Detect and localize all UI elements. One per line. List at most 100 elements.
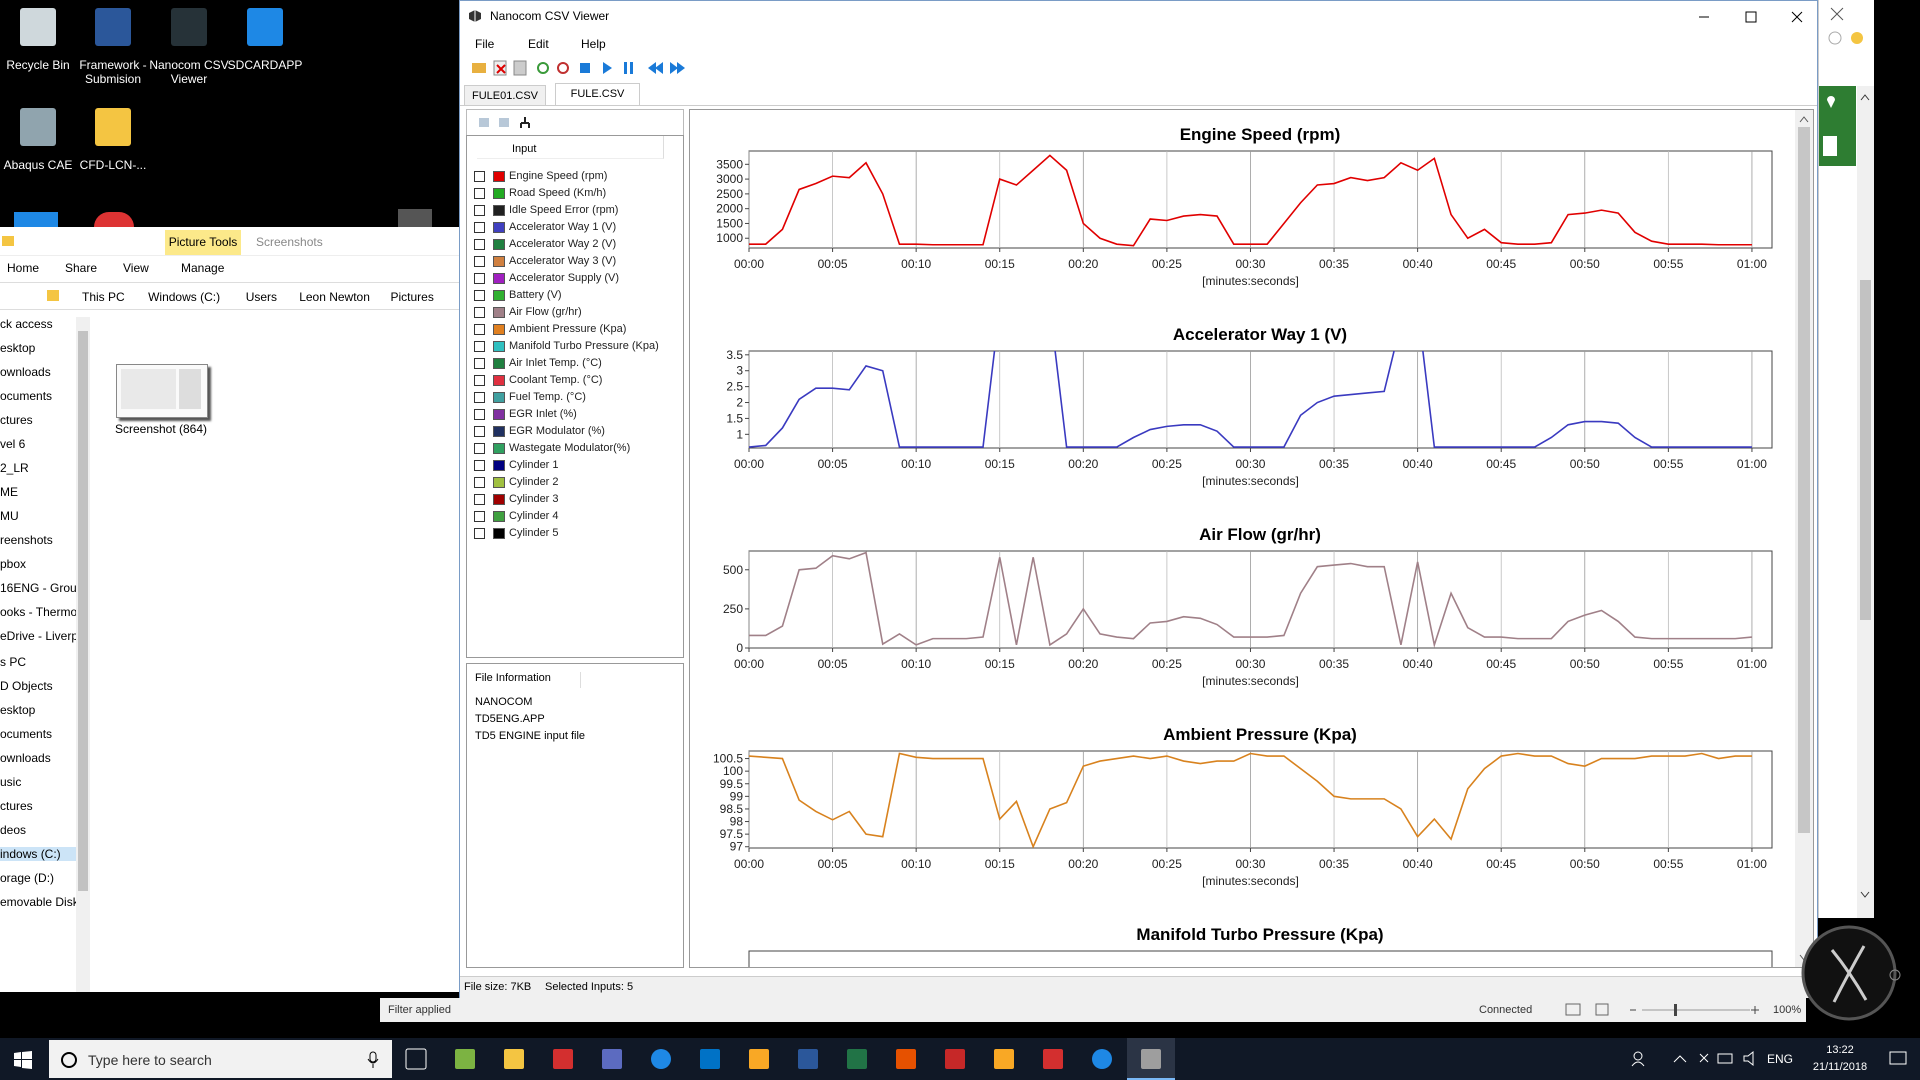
nav-item[interactable]: s PC [0, 655, 27, 669]
breadcrumb-item[interactable]: Leon Newton [299, 290, 370, 304]
taskbar-app[interactable] [896, 1049, 916, 1069]
view-button[interactable] [1595, 1003, 1609, 1016]
nav-item[interactable]: MU [0, 509, 19, 523]
checkbox[interactable] [474, 375, 485, 386]
taskbar-app[interactable] [1092, 1049, 1112, 1069]
taskbar-app[interactable] [798, 1049, 818, 1069]
desktop-icon-image[interactable] [171, 8, 207, 46]
menu-item[interactable]: Edit [528, 37, 549, 51]
input-row[interactable]: EGR Inlet (%) [474, 407, 674, 424]
input-row[interactable]: Road Speed (Km/h) [474, 186, 674, 203]
desktop-icon-label[interactable]: Nanocom CSV Viewer [149, 58, 229, 86]
taskbar-app[interactable] [945, 1049, 965, 1069]
input-row[interactable]: EGR Modulator (%) [474, 424, 674, 441]
input-row[interactable]: Fuel Temp. (°C) [474, 390, 674, 407]
input-row[interactable]: Idle Speed Error (rpm) [474, 203, 674, 220]
nav-item[interactable]: ownloads [0, 751, 51, 765]
desktop-icon-label[interactable]: SDCARDAPP [227, 58, 303, 72]
search-box[interactable]: Type here to search [49, 1040, 392, 1078]
tool-icon[interactable] [479, 118, 489, 127]
input-row[interactable]: Accelerator Way 2 (V) [474, 237, 674, 254]
desktop-icon-label[interactable]: Recycle Bin [6, 58, 70, 72]
nav-item[interactable]: 16ENG - Grou [0, 581, 76, 595]
notifications[interactable] [1888, 1050, 1908, 1068]
start-button[interactable] [14, 1051, 32, 1069]
input-row[interactable]: Cylinder 1 [474, 458, 674, 475]
nav-item[interactable]: deos [0, 823, 27, 837]
zoom-in-button[interactable] [537, 62, 549, 74]
checkbox[interactable] [474, 358, 485, 369]
breadcrumb-item[interactable]: Users [245, 290, 278, 304]
checkbox[interactable] [474, 273, 485, 284]
input-row[interactable]: Coolant Temp. (°C) [474, 373, 674, 390]
input-row[interactable]: Air Inlet Temp. (°C) [474, 356, 674, 373]
nav-item[interactable]: ownloads [0, 365, 51, 379]
desktop-icon-label[interactable]: CFD-LCN-... [79, 158, 147, 172]
scroll-thumb[interactable] [1798, 127, 1810, 833]
open-button[interactable] [472, 63, 486, 73]
checkbox[interactable] [474, 188, 485, 199]
checkbox[interactable] [474, 494, 485, 505]
ribbon-tab[interactable]: Home [7, 261, 40, 275]
checkbox[interactable] [474, 324, 485, 335]
input-row[interactable]: Accelerator Way 1 (V) [474, 220, 674, 237]
checkbox[interactable] [474, 256, 485, 267]
clock-time[interactable]: 13:22 [1826, 1044, 1854, 1056]
checkbox[interactable] [474, 460, 485, 471]
checkbox[interactable] [474, 341, 485, 352]
input-row[interactable]: Air Flow (gr/hr) [474, 305, 674, 322]
ribbon-tab[interactable]: View [123, 261, 149, 275]
taskbar-app[interactable] [602, 1049, 622, 1069]
stop-button[interactable] [580, 63, 590, 73]
clock-date[interactable]: 21/11/2018 [1812, 1061, 1868, 1073]
ribbon-tab[interactable]: Share [65, 261, 98, 275]
nav-item[interactable]: ctures [0, 799, 33, 813]
checkbox[interactable] [474, 511, 485, 522]
desktop-icon-image[interactable] [247, 8, 283, 46]
scroll-thumb[interactable] [78, 331, 88, 891]
input-row[interactable]: Accelerator Way 3 (V) [474, 254, 674, 271]
checkbox[interactable] [474, 307, 485, 318]
desktop-icon-image[interactable] [95, 8, 131, 46]
context-tab[interactable]: Screenshots [256, 235, 323, 249]
file-thumbnail[interactable] [116, 364, 208, 418]
nav-item[interactable]: esktop [0, 703, 36, 717]
checkbox[interactable] [474, 290, 485, 301]
taskbar-app[interactable] [504, 1049, 524, 1069]
nav-item[interactable]: ooks - Thermo [0, 605, 76, 619]
view-button[interactable] [1565, 1003, 1581, 1016]
taskbar-app[interactable] [405, 1048, 427, 1070]
checkbox[interactable] [474, 426, 485, 437]
breadcrumb-item[interactable]: Pictures [390, 290, 434, 304]
checkbox[interactable] [474, 409, 485, 420]
input-row[interactable]: Engine Speed (rpm) [474, 169, 674, 186]
checkbox[interactable] [474, 239, 485, 250]
tool-icon[interactable] [499, 118, 509, 127]
file-name[interactable]: Screenshot (864) [114, 422, 208, 436]
input-row[interactable]: Cylinder 5 [474, 526, 674, 543]
desktop-icon-image[interactable] [20, 8, 56, 46]
checkbox[interactable] [474, 477, 485, 488]
file-tab[interactable]: FULE.CSV [555, 83, 640, 105]
nav-item[interactable]: indows (C:) [0, 847, 76, 861]
taskbar-app[interactable] [700, 1049, 720, 1069]
chart-scrollbar[interactable] [1795, 110, 1813, 967]
desktop-icon-label[interactable]: Framework - Submision [79, 58, 147, 86]
nav-item[interactable]: vel 6 [0, 437, 26, 451]
input-row[interactable]: Cylinder 2 [474, 475, 674, 492]
taskbar-app[interactable] [847, 1049, 867, 1069]
desktop-icon-image[interactable] [20, 108, 56, 146]
checkbox[interactable] [474, 222, 485, 233]
input-row[interactable]: Wastegate Modulator(%) [474, 441, 674, 458]
checkbox[interactable] [474, 171, 485, 182]
taskbar-app[interactable] [994, 1049, 1014, 1069]
nav-item[interactable]: usic [0, 775, 22, 789]
mic-icon[interactable] [367, 1051, 379, 1069]
input-row[interactable]: Cylinder 3 [474, 492, 674, 509]
taskbar-app[interactable] [651, 1049, 671, 1069]
checkbox[interactable] [474, 443, 485, 454]
breadcrumb-item[interactable]: Windows (C:) [148, 290, 221, 304]
forward-button[interactable] [670, 62, 685, 74]
taskbar-app[interactable] [1141, 1049, 1161, 1069]
taskbar-app[interactable] [749, 1049, 769, 1069]
